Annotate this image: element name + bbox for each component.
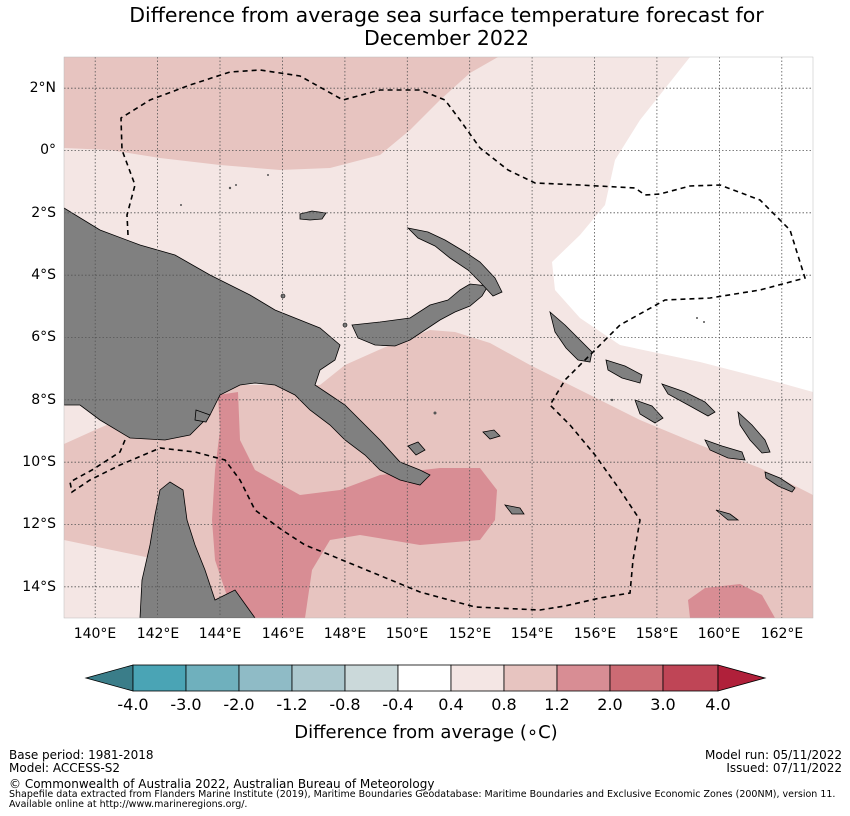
lon-label-146e: 146°E [261,626,305,642]
anomaly-1.2-2.0-coral-sea [212,392,497,618]
new-britain-island [351,283,489,347]
shapefile-credit-line-2: Available online at http://www.marinereg… [9,799,248,810]
lon-label-152e: 152°E [448,626,492,642]
guadalcanal-island [704,439,746,461]
cape-york-landmass [139,481,256,618]
new-ireland-island [406,227,503,297]
new-georgia-island [634,399,664,424]
lat-label-2s: 2°S [31,205,56,221]
colorbar-over-arrow [717,664,767,692]
rossel-island [504,504,525,515]
eez-boundary [69,69,807,611]
model-text: Model: ACCESS-S2 [9,761,121,775]
lat-label-12s: 12°S [22,516,56,532]
lon-label-160e: 160°E [697,626,741,642]
manus-island [299,210,327,221]
colorbar-label: Difference from average (∘C) [294,722,558,743]
santa-cruz-islands [715,509,740,521]
colorbar-under-arrow [84,664,134,692]
colorbar-tick: -2.0 [223,695,255,714]
colorbar-bin-3 [238,664,293,692]
colorbar-tick: -0.4 [382,695,414,714]
map-area [64,57,813,618]
lat-label-2n: 2°N [29,80,56,96]
dentrecasteaux-islands [407,441,426,456]
lon-label-156e: 156°E [573,626,617,642]
title-line-2: December 2022 [364,26,529,50]
torres-strait-islands [194,409,211,423]
chart-title: Difference from average sea surface temp… [0,4,850,50]
anomaly-0.8-1.2-north [64,57,498,170]
choiseul-island [605,359,643,384]
gridlines [64,57,813,618]
lat-label-10s: 10°S [22,454,56,470]
lon-label-150e: 150°E [385,626,429,642]
new-guinea-landmass [64,207,431,486]
colorbar-tick: -0.8 [329,695,361,714]
colorbar-bin-8 [503,664,558,692]
colorbar-bin-4 [291,664,346,692]
colorbar-bin-10 [609,664,664,692]
lon-label-162e: 162°E [760,626,804,642]
colorbar [84,664,767,692]
lat-label-0: 0° [40,142,56,158]
colorbar-tick: -4.0 [117,695,149,714]
lon-label-144e: 144°E [198,626,242,642]
colorbar-bin-7 [450,664,505,692]
colorbar-tick: -1.2 [276,695,308,714]
model-run-text: Model run: 05/11/2022 [704,748,842,762]
colorbar-bin-9 [556,664,611,692]
lon-label-148e: 148°E [323,626,367,642]
lon-label-140e: 140°E [73,626,117,642]
colorbar-bin-2 [185,664,240,692]
shapefile-credit-line-1: Shapefile data extracted from Flanders M… [9,789,836,800]
issued-text: Issued: 07/11/2022 [726,761,842,775]
makira-island [764,471,796,493]
lat-label-8s: 8°S [31,392,56,408]
lat-label-6s: 6°S [31,329,56,345]
near-normal-region [552,57,813,392]
colorbar-tick: -3.0 [170,695,202,714]
woodlark-island [482,429,501,440]
lat-label-14s: 14°S [22,579,56,595]
lon-label-154e: 154°E [510,626,554,642]
colorbar-bin-5 [344,664,399,692]
malaita-island [737,410,771,454]
lon-label-142e: 142°E [136,626,180,642]
anomaly-1.2-2.0-southeast [688,584,775,618]
map-frame [63,56,814,619]
colorbar-bin-11 [662,664,719,692]
colorbar-tick: 0.8 [491,695,517,714]
lat-label-4s: 4°S [31,267,56,283]
colorbar-tick: 0.4 [438,695,464,714]
colorbar-bin-1 [132,664,187,692]
colorbar-tick: 4.0 [705,695,731,714]
copyright-text: © Commonwealth of Australia 2022, Austra… [9,777,435,791]
colorbar-bin-6 [397,664,452,692]
base-period-text: Base period: 1981-2018 [9,748,154,762]
lon-label-158e: 158°E [635,626,679,642]
colorbar-tick: 1.2 [544,695,570,714]
colorbar-tick: 2.0 [597,695,623,714]
title-line-1: Difference from average sea surface temp… [129,3,764,27]
colorbar-tick: 3.0 [650,695,676,714]
